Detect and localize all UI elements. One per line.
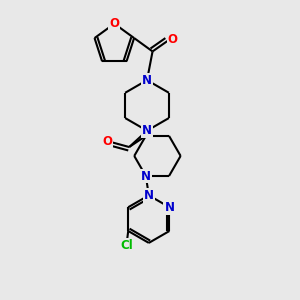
Text: O: O [109, 17, 119, 30]
Text: N: N [141, 169, 151, 182]
Text: N: N [142, 74, 152, 87]
Text: O: O [102, 135, 112, 148]
Text: N: N [164, 201, 174, 214]
Text: O: O [168, 33, 178, 46]
Text: N: N [144, 189, 154, 202]
Text: Cl: Cl [120, 239, 133, 252]
Text: N: N [142, 124, 152, 137]
